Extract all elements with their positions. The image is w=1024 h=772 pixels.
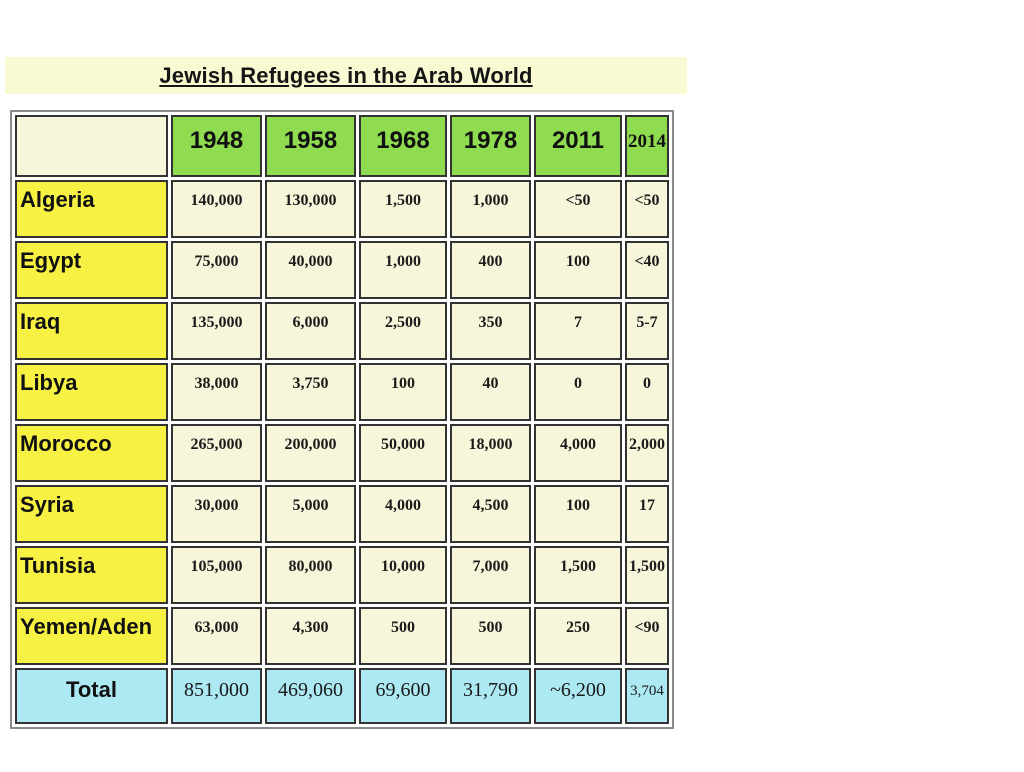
value-cell-1968: 1,000	[359, 241, 447, 299]
value-cell-1958: 130,000	[265, 180, 356, 238]
year-header-2014: 2014	[625, 115, 669, 177]
table-row: Tunisia 105,000 80,000 10,000 7,000 1,500 1,50…	[15, 546, 669, 604]
value-cell-1958: 200,000	[265, 424, 356, 482]
value-cell-1978: 500	[450, 607, 531, 665]
value-cell-1958: 6,000	[265, 302, 356, 360]
value-cell-1978: 350	[450, 302, 531, 360]
value-cell-2011: 100	[534, 241, 622, 299]
value-cell-1978: 400	[450, 241, 531, 299]
value-cell-2014: <50	[625, 180, 669, 238]
value-cell-1968: 4,000	[359, 485, 447, 543]
header-row: 1948 1958 1968 1978 2011 2014	[15, 115, 669, 177]
year-header-2011: 2011	[534, 115, 622, 177]
total-value-cell-1948: 851,000	[171, 668, 262, 724]
page-title: Jewish Refugees in the Arab World	[159, 62, 533, 88]
value-cell-2014: 2,000	[625, 424, 669, 482]
value-cell-1968: 1,500	[359, 180, 447, 238]
country-cell: Tunisia	[15, 546, 168, 604]
year-header-1948: 1948	[171, 115, 262, 177]
table-row: Yemen/Aden 63,000 4,300 500 500 250 <90	[15, 607, 669, 665]
value-cell-2014: 1,500	[625, 546, 669, 604]
value-cell-1958: 5,000	[265, 485, 356, 543]
table-row: Morocco 265,000 200,000 50,000 18,000 4,000 2,…	[15, 424, 669, 482]
value-cell-1968: 500	[359, 607, 447, 665]
total-label-cell: Total	[15, 668, 168, 724]
value-cell-1978: 4,500	[450, 485, 531, 543]
table-row: Iraq 135,000 6,000 2,500 350 7 5-7	[15, 302, 669, 360]
table-row: Egypt 75,000 40,000 1,000 400 100 <40	[15, 241, 669, 299]
value-cell-2014: 0	[625, 363, 669, 421]
total-row: Total 851,000 469,060 69,600 31,790 ~6,200 3,7…	[15, 668, 669, 724]
value-cell-1978: 18,000	[450, 424, 531, 482]
value-cell-1948: 63,000	[171, 607, 262, 665]
value-cell-2011: 7	[534, 302, 622, 360]
value-cell-1978: 1,000	[450, 180, 531, 238]
value-cell-1948: 135,000	[171, 302, 262, 360]
value-cell-1948: 140,000	[171, 180, 262, 238]
value-cell-1948: 38,000	[171, 363, 262, 421]
total-value-cell-1978: 31,790	[450, 668, 531, 724]
value-cell-1948: 265,000	[171, 424, 262, 482]
value-cell-1948: 30,000	[171, 485, 262, 543]
value-cell-1968: 100	[359, 363, 447, 421]
value-cell-1958: 4,300	[265, 607, 356, 665]
year-header-1978: 1978	[450, 115, 531, 177]
value-cell-2011: 0	[534, 363, 622, 421]
value-cell-1948: 105,000	[171, 546, 262, 604]
value-cell-1948: 75,000	[171, 241, 262, 299]
value-cell-1978: 40	[450, 363, 531, 421]
value-cell-1958: 3,750	[265, 363, 356, 421]
corner-cell	[15, 115, 168, 177]
total-value-cell-1958: 469,060	[265, 668, 356, 724]
table-body: Algeria 140,000 130,000 1,500 1,000 <50 <50 Egy…	[15, 180, 669, 665]
country-cell: Yemen/Aden	[15, 607, 168, 665]
value-cell-2014: 5-7	[625, 302, 669, 360]
table-row: Algeria 140,000 130,000 1,500 1,000 <50 <50	[15, 180, 669, 238]
value-cell-1968: 2,500	[359, 302, 447, 360]
country-cell: Morocco	[15, 424, 168, 482]
value-cell-1958: 40,000	[265, 241, 356, 299]
country-cell: Egypt	[15, 241, 168, 299]
value-cell-2011: 4,000	[534, 424, 622, 482]
total-value-cell-2014: 3,704	[625, 668, 669, 724]
total-value-cell-2011: ~6,200	[534, 668, 622, 724]
table-header: 1948 1958 1968 1978 2011 2014	[15, 115, 669, 177]
value-cell-1968: 10,000	[359, 546, 447, 604]
table-row: Libya 38,000 3,750 100 40 0 0	[15, 363, 669, 421]
value-cell-2011: 100	[534, 485, 622, 543]
table-footer: Total 851,000 469,060 69,600 31,790 ~6,200 3,7…	[15, 668, 669, 724]
country-cell: Syria	[15, 485, 168, 543]
table-row: Syria 30,000 5,000 4,000 4,500 100 17	[15, 485, 669, 543]
value-cell-1968: 50,000	[359, 424, 447, 482]
value-cell-2011: <50	[534, 180, 622, 238]
year-header-1958: 1958	[265, 115, 356, 177]
value-cell-2014: 17	[625, 485, 669, 543]
total-value-cell-1968: 69,600	[359, 668, 447, 724]
country-cell: Libya	[15, 363, 168, 421]
value-cell-2014: <90	[625, 607, 669, 665]
value-cell-1978: 7,000	[450, 546, 531, 604]
year-header-1968: 1968	[359, 115, 447, 177]
country-cell: Iraq	[15, 302, 168, 360]
value-cell-2014: <40	[625, 241, 669, 299]
value-cell-2011: 1,500	[534, 546, 622, 604]
value-cell-2011: 250	[534, 607, 622, 665]
country-cell: Algeria	[15, 180, 168, 238]
value-cell-1958: 80,000	[265, 546, 356, 604]
refugees-table: 1948 1958 1968 1978 2011 2014 Algeria 140,000 1…	[10, 110, 674, 729]
page-title-band: Jewish Refugees in the Arab World	[5, 57, 687, 94]
